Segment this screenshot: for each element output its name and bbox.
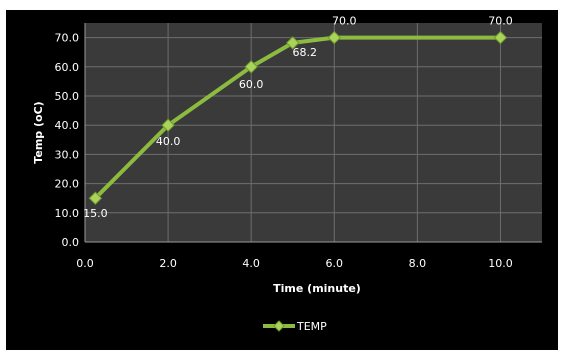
legend-diamond-marker xyxy=(273,320,285,332)
data-label: 70.0 xyxy=(488,15,513,28)
y-tick-label: 50.0 xyxy=(55,90,80,103)
y-tick-label: 10.0 xyxy=(55,207,80,220)
line-chart: 0.0 10.0 20.0 30.0 40.0 50.0 60.0 70.0 0.0 2.0 4.… xyxy=(32,15,542,333)
y-tick-label: 40.0 xyxy=(55,119,80,132)
x-tick-label: 2.0 xyxy=(159,257,177,270)
data-label: 68.2 xyxy=(292,46,317,59)
chart-frame: 0.0 10.0 20.0 30.0 40.0 50.0 60.0 70.0 0.0 2.0 4.… xyxy=(6,10,558,350)
y-tick-label: 30.0 xyxy=(55,148,80,161)
y-tick-label: 60.0 xyxy=(55,61,80,74)
series-temp xyxy=(88,30,508,205)
x-tick-label: 4.0 xyxy=(242,257,260,270)
x-tick-label: 8.0 xyxy=(409,257,427,270)
x-axis-title: Time (minute) xyxy=(273,282,361,295)
data-point-marker xyxy=(286,36,300,50)
x-tick-label: 0.0 xyxy=(76,257,94,270)
y-tick-label: 20.0 xyxy=(55,178,80,191)
y-tick-label: 0.0 xyxy=(62,236,80,249)
legend[interactable]: TEMP xyxy=(263,320,327,333)
data-labels: 15.0 40.0 60.0 68.2 70.0 70.0 xyxy=(83,15,513,221)
x-tick-label: 10.0 xyxy=(488,257,513,270)
data-point-marker xyxy=(161,118,175,132)
y-axis-ticks: 0.0 10.0 20.0 30.0 40.0 50.0 60.0 70.0 xyxy=(55,32,80,249)
data-label: 60.0 xyxy=(239,78,264,91)
data-label: 40.0 xyxy=(156,135,181,148)
x-axis-ticks: 0.0 2.0 4.0 6.0 8.0 10.0 xyxy=(76,257,512,270)
gridlines xyxy=(84,23,542,243)
data-label: 15.0 xyxy=(83,207,108,220)
data-label: 70.0 xyxy=(332,15,357,28)
series-line xyxy=(93,35,501,200)
y-axis-title: Temp (oC) xyxy=(32,101,45,163)
data-point-marker xyxy=(244,60,258,74)
data-point-marker xyxy=(493,30,508,45)
y-tick-label: 70.0 xyxy=(55,32,80,45)
data-point-marker xyxy=(88,191,103,205)
data-point-marker xyxy=(327,30,341,45)
legend-label-temp: TEMP xyxy=(296,320,327,333)
x-tick-label: 6.0 xyxy=(326,257,344,270)
